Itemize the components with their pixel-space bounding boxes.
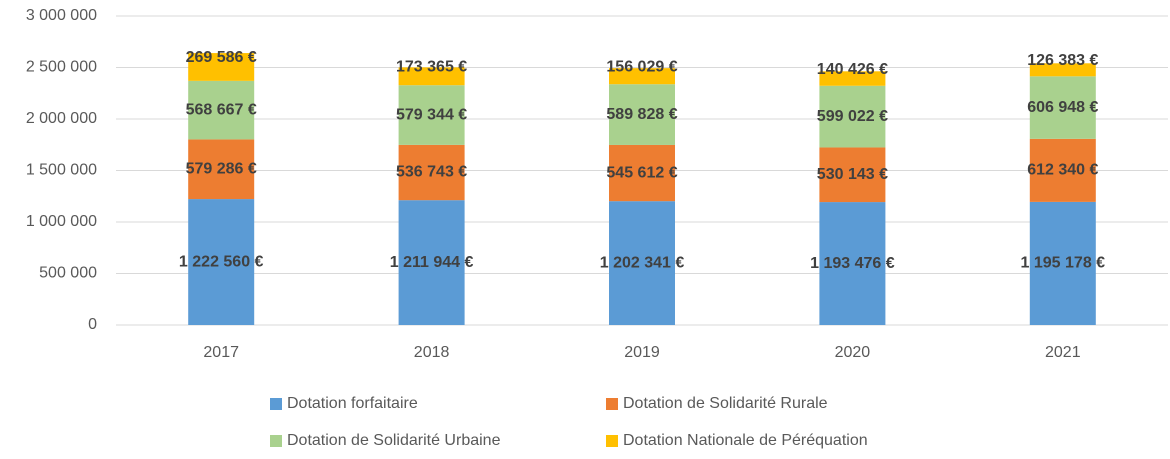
- value-label: 1 195 178 €: [1021, 255, 1106, 272]
- value-label: 545 612 €: [606, 164, 677, 181]
- y-tick-label: 3 000 000: [26, 7, 97, 24]
- bar-segment: [188, 80, 255, 140]
- y-tick-label: 2 500 000: [26, 59, 97, 76]
- legend-label: Dotation forfaitaire: [287, 395, 418, 412]
- legend-swatch: [606, 398, 618, 410]
- value-label: 579 286 €: [186, 160, 257, 177]
- value-label: 579 344 €: [396, 106, 467, 123]
- legend-label: Dotation de Solidarité Rurale: [623, 395, 828, 412]
- value-label: 612 340 €: [1027, 162, 1098, 179]
- legend-label: Dotation de Solidarité Urbaine: [287, 432, 501, 449]
- value-label: 156 029 €: [606, 58, 677, 75]
- bar-segment: [609, 84, 675, 145]
- y-tick-label: 2 000 000: [26, 110, 97, 127]
- bar-segment: [819, 85, 886, 148]
- bar-segment: [188, 139, 255, 200]
- bar-segment: [398, 67, 465, 86]
- bar-segment: [1029, 201, 1096, 325]
- value-label: 599 022 €: [817, 108, 888, 125]
- bar-segment: [1029, 138, 1096, 202]
- y-tick-label: 1 500 000: [26, 162, 97, 179]
- value-label: 140 426 €: [817, 61, 888, 78]
- bar-segment: [1029, 63, 1096, 77]
- y-tick-label: 0: [88, 316, 97, 333]
- legend-label: Dotation Nationale de Péréquation: [623, 432, 868, 449]
- x-tick-label: 2019: [624, 344, 660, 361]
- bar-segment: [609, 144, 675, 202]
- bar-segment: [609, 68, 675, 85]
- bar-segment: [188, 53, 255, 81]
- value-label: 269 586 €: [186, 49, 257, 66]
- value-label: 536 743 €: [396, 164, 467, 181]
- bar-segment: [398, 85, 465, 145]
- value-label: 589 828 €: [606, 106, 677, 123]
- value-label: 1 202 341 €: [600, 254, 685, 271]
- value-label: 606 948 €: [1027, 99, 1098, 116]
- value-label: 173 365 €: [396, 59, 467, 76]
- y-tick-label: 500 000: [39, 265, 97, 282]
- legend-swatch: [270, 435, 282, 447]
- x-tick-label: 2020: [835, 344, 871, 361]
- x-tick-label: 2017: [203, 344, 239, 361]
- bar-segment: [1029, 76, 1096, 139]
- legend-swatch: [270, 398, 282, 410]
- legend-swatch: [606, 435, 618, 447]
- bar-segment: [188, 199, 255, 325]
- y-tick-label: 1 000 000: [26, 213, 97, 230]
- value-label: 1 193 476 €: [810, 255, 895, 272]
- bar-segment: [398, 144, 465, 201]
- x-tick-label: 2018: [414, 344, 450, 361]
- value-label: 530 143 €: [817, 166, 888, 183]
- bar-segment: [398, 200, 465, 325]
- bar-segment: [609, 201, 675, 325]
- bar-segment: [819, 202, 886, 325]
- bar-segment: [819, 71, 886, 86]
- bar-segment: [819, 147, 886, 203]
- value-label: 1 211 944 €: [390, 254, 474, 271]
- value-label: 568 667 €: [186, 101, 257, 118]
- value-label: 1 222 560 €: [179, 253, 264, 270]
- value-label: 126 383 €: [1027, 52, 1098, 69]
- x-tick-label: 2021: [1045, 344, 1081, 361]
